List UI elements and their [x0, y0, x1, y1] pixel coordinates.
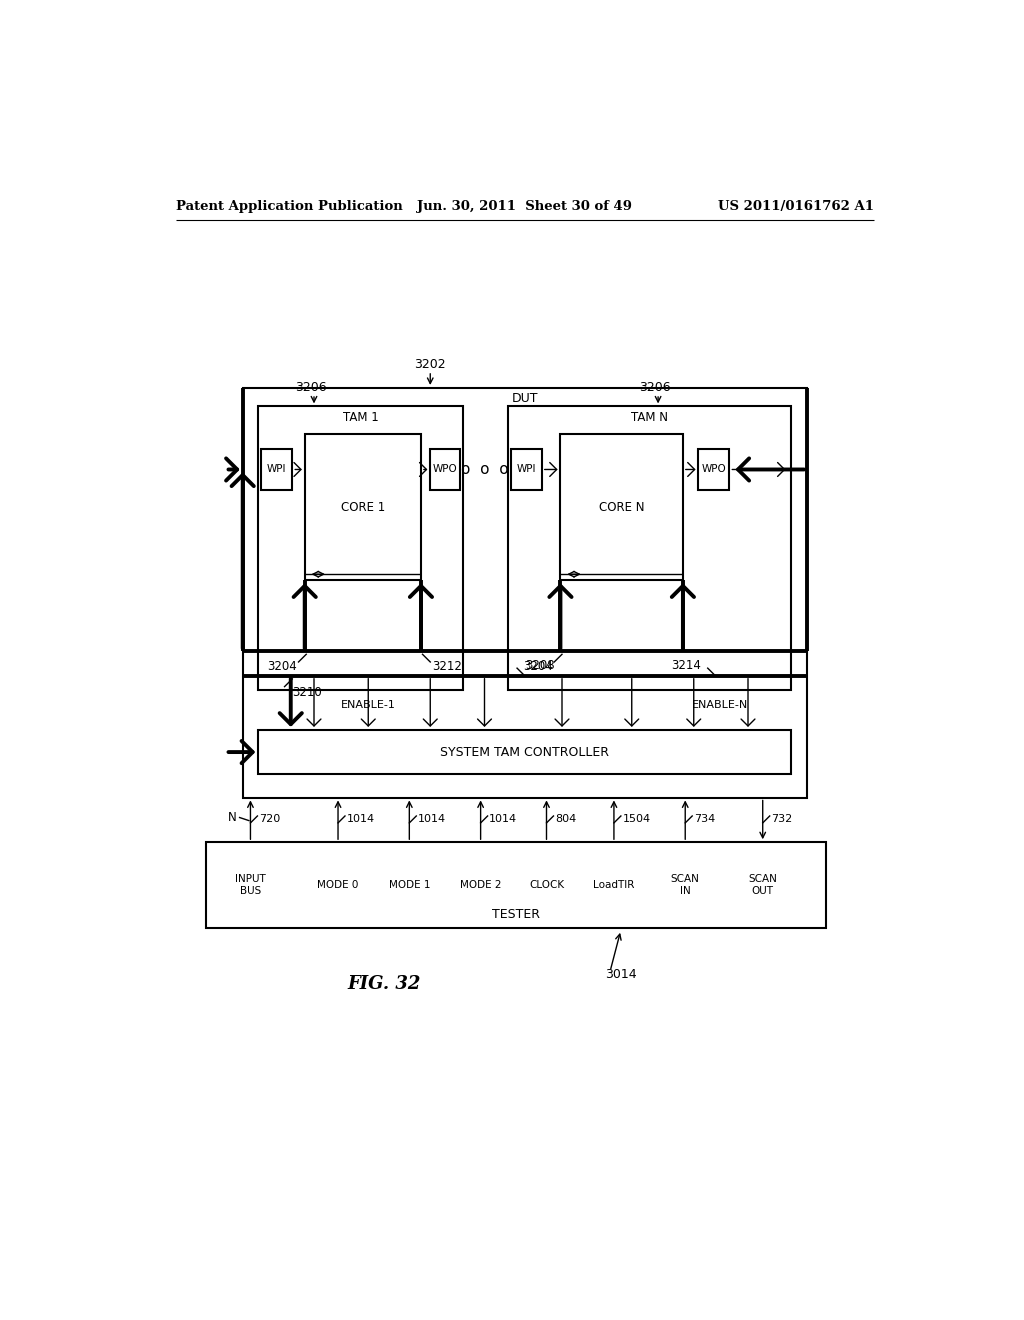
- Bar: [206, 842, 825, 928]
- Text: SCAN
IN: SCAN IN: [671, 874, 699, 896]
- Text: WPI: WPI: [516, 465, 537, 474]
- Bar: [511, 449, 542, 490]
- Bar: [305, 434, 421, 581]
- Text: 3214: 3214: [672, 659, 701, 672]
- Text: 3202: 3202: [415, 358, 446, 371]
- Text: INPUT
BUS: INPUT BUS: [236, 874, 266, 896]
- Text: N: N: [227, 810, 237, 824]
- Bar: [430, 449, 460, 490]
- Text: 3206: 3206: [639, 381, 671, 395]
- Text: Patent Application Publication: Patent Application Publication: [176, 199, 402, 213]
- Bar: [258, 407, 463, 689]
- Text: TAM 1: TAM 1: [343, 411, 379, 424]
- Text: MODE 2: MODE 2: [460, 880, 502, 890]
- Text: CORE 1: CORE 1: [341, 500, 385, 513]
- Bar: [508, 407, 792, 689]
- Text: MODE 0: MODE 0: [317, 880, 358, 890]
- Text: 732: 732: [771, 814, 793, 824]
- Bar: [698, 449, 729, 490]
- Text: CLOCK: CLOCK: [529, 880, 564, 890]
- Text: 3210: 3210: [292, 686, 323, 700]
- Text: 720: 720: [259, 814, 281, 824]
- Text: 3014: 3014: [605, 968, 637, 981]
- Text: TESTER: TESTER: [492, 908, 540, 921]
- Text: WPO: WPO: [701, 465, 726, 474]
- Text: DUT: DUT: [512, 392, 538, 405]
- Text: ENABLE-N: ENABLE-N: [692, 700, 748, 710]
- Text: 3206: 3206: [295, 381, 327, 395]
- Text: Jun. 30, 2011  Sheet 30 of 49: Jun. 30, 2011 Sheet 30 of 49: [418, 199, 632, 213]
- Text: FIG. 32: FIG. 32: [347, 975, 421, 993]
- Text: ENABLE-1: ENABLE-1: [341, 700, 395, 710]
- Text: 3204: 3204: [267, 660, 297, 673]
- Text: 1014: 1014: [346, 814, 375, 824]
- Text: SCAN
OUT: SCAN OUT: [749, 874, 777, 896]
- Text: MODE 1: MODE 1: [388, 880, 430, 890]
- Text: US 2011/0161762 A1: US 2011/0161762 A1: [718, 199, 873, 213]
- Text: 1014: 1014: [489, 814, 517, 824]
- Text: 3208: 3208: [524, 659, 554, 672]
- Text: SYSTEM TAM CONTROLLER: SYSTEM TAM CONTROLLER: [440, 746, 609, 759]
- Text: 804: 804: [555, 814, 577, 824]
- Text: 1014: 1014: [418, 814, 446, 824]
- Bar: [261, 449, 292, 490]
- Text: 3212: 3212: [432, 660, 462, 673]
- Text: LoadTIR: LoadTIR: [593, 880, 635, 890]
- Text: 1504: 1504: [623, 814, 650, 824]
- Text: 3204: 3204: [523, 660, 553, 673]
- Text: CORE N: CORE N: [599, 500, 644, 513]
- Text: TAM N: TAM N: [631, 411, 668, 424]
- Text: WPI: WPI: [267, 465, 287, 474]
- Bar: [243, 388, 807, 797]
- Bar: [560, 434, 683, 581]
- Bar: [258, 730, 792, 775]
- Text: o  o  o: o o o: [462, 462, 509, 477]
- Text: 734: 734: [693, 814, 715, 824]
- Text: WPO: WPO: [432, 465, 458, 474]
